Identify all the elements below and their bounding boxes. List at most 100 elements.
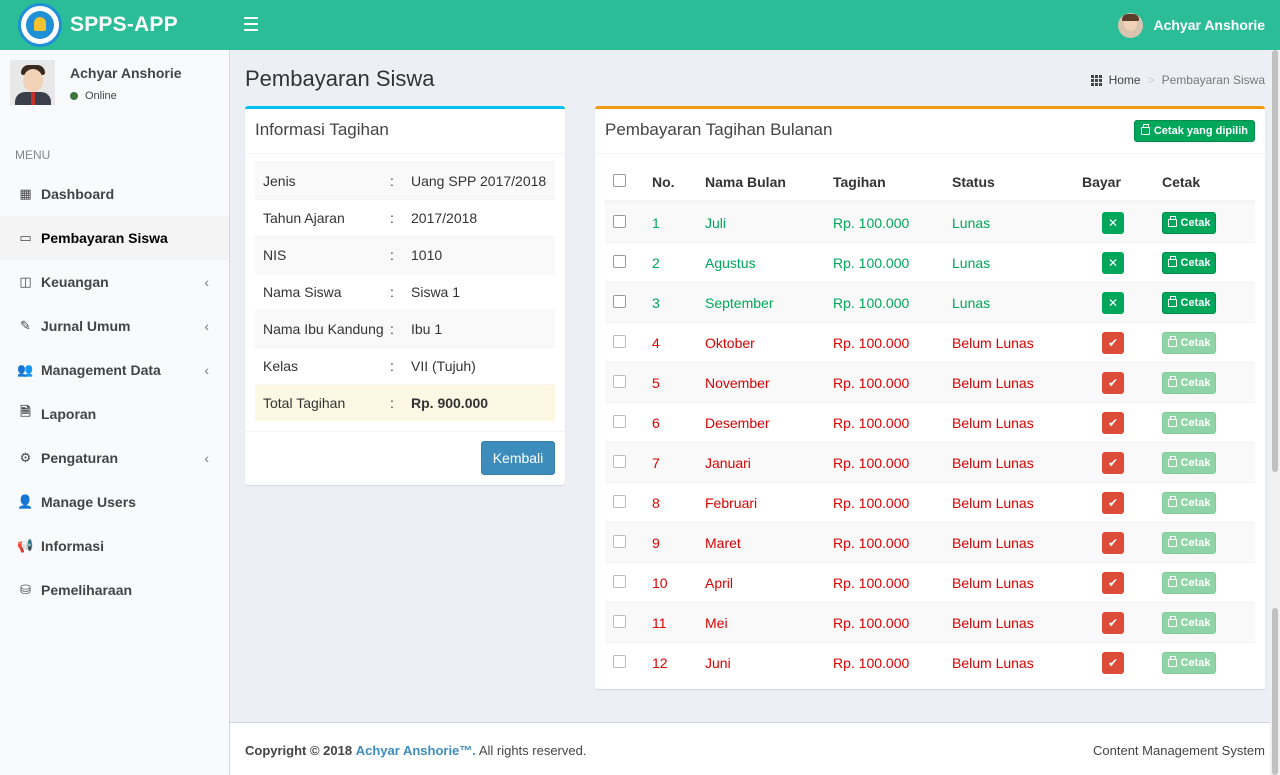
print-button[interactable]: Cetak (1162, 531, 1216, 554)
back-button[interactable]: Kembali (481, 441, 555, 475)
table-row: 4 Oktober Rp. 100.000 Belum Lunas ✔ Cetak (605, 322, 1255, 362)
row-no: 4 (652, 334, 660, 351)
sidebar-item-management-data[interactable]: 👥 Management Data ‹ (0, 348, 229, 392)
print-label: Cetak (1180, 536, 1211, 549)
table-row: Total Tagihan: Rp. 900.000 (255, 384, 555, 421)
row-checkbox[interactable] (613, 614, 626, 628)
select-all-checkbox[interactable] (613, 174, 626, 187)
print-button[interactable]: Cetak (1162, 411, 1216, 434)
table-row: 12 Juni Rp. 100.000 Belum Lunas ✔ Cetak (605, 642, 1255, 682)
tut-wuri-emblem-icon (18, 3, 62, 47)
info-colon: : (390, 247, 394, 263)
row-checkbox[interactable] (613, 374, 626, 388)
print-label: Cetak (1180, 256, 1211, 269)
sidebar-item-label: Laporan (41, 406, 97, 422)
cancel-payment-button[interactable]: ✕ (1102, 251, 1124, 274)
sidebar-item-dashboard[interactable]: ▦ Dashboard (0, 172, 229, 216)
row-checkbox[interactable] (613, 574, 626, 588)
table-row: Kelas: VII (Tujuh) (255, 347, 555, 384)
pay-button[interactable]: ✔ (1102, 411, 1124, 434)
sidebar-item-jurnal-umum[interactable]: ✎ Jurnal Umum ‹ (0, 304, 229, 348)
table-row: 8 Februari Rp. 100.000 Belum Lunas ✔ Cetak (605, 482, 1255, 522)
info-label: Total Tagihan (263, 395, 346, 411)
info-label: Nama Siswa (263, 284, 342, 300)
row-checkbox[interactable] (613, 334, 626, 348)
print-button[interactable]: Cetak (1162, 491, 1216, 514)
avatar (1118, 12, 1144, 38)
sidebar-item-informasi[interactable]: 📢 Informasi (0, 524, 229, 568)
pay-button[interactable]: ✔ (1102, 611, 1124, 634)
row-no: 8 (652, 494, 660, 511)
print-button[interactable]: Cetak (1162, 371, 1216, 394)
avatar (10, 60, 55, 105)
table-row: 6 Desember Rp. 100.000 Belum Lunas ✔ Cetak (605, 402, 1255, 442)
print-button[interactable]: Cetak (1162, 451, 1216, 474)
breadcrumb: Home > Pembayaran Siswa (1090, 73, 1265, 87)
table-header: No. Nama Bulan Tagihan Status Bayar Ceta… (605, 164, 1255, 202)
print-selected-button[interactable]: Cetak yang dipilih (1133, 120, 1255, 142)
sidebar-item-laporan[interactable]: 🗎 Laporan (0, 392, 229, 436)
sidebar-item-keuangan[interactable]: ◫ Keuangan ‹ (0, 260, 229, 304)
print-button[interactable]: Cetak (1162, 211, 1216, 234)
printer-icon (1167, 295, 1177, 307)
print-label: Cetak (1180, 616, 1211, 629)
sidebar-toggle-icon[interactable] (244, 17, 258, 31)
pay-button[interactable]: ✔ (1102, 331, 1124, 354)
app-logo[interactable]: SPPS-APP (0, 0, 230, 50)
row-status: Lunas (952, 254, 991, 271)
scrollbar[interactable] (1270, 50, 1280, 775)
info-label: Nama Ibu Kandung (263, 321, 384, 337)
rights-text: All rights reserved. (478, 743, 587, 758)
dashboard-icon (1090, 74, 1102, 86)
info-box-title: Informasi Tagihan (255, 120, 389, 139)
row-checkbox[interactable] (613, 294, 626, 308)
payment-box: Pembayaran Tagihan Bulanan Cetak yang di… (595, 106, 1265, 689)
row-bulan: Januari (705, 454, 751, 471)
row-checkbox[interactable] (613, 494, 626, 508)
status-text: Online (85, 90, 117, 102)
header-status: Status (952, 174, 995, 190)
pay-button[interactable]: ✔ (1102, 571, 1124, 594)
table-row: Tahun Ajaran: 2017/2018 (255, 199, 555, 236)
row-checkbox[interactable] (613, 654, 626, 668)
print-button[interactable]: Cetak (1162, 611, 1216, 634)
breadcrumb-home[interactable]: Home (1108, 73, 1141, 87)
cancel-payment-button[interactable]: ✕ (1102, 291, 1124, 314)
pay-button[interactable]: ✔ (1102, 371, 1124, 394)
row-bulan: Maret (705, 534, 741, 551)
row-checkbox[interactable] (613, 534, 626, 548)
table-row: 9 Maret Rp. 100.000 Belum Lunas ✔ Cetak (605, 522, 1255, 562)
print-selected-label: Cetak yang dipilih (1153, 125, 1248, 137)
check-icon: ✔ (1107, 655, 1119, 670)
table-row: 5 November Rp. 100.000 Belum Lunas ✔ Cetak (605, 362, 1255, 402)
sidebar-item-manage-users[interactable]: 👤 Manage Users (0, 480, 229, 524)
print-button[interactable]: Cetak (1162, 571, 1216, 594)
row-no: 12 (652, 654, 668, 671)
users-icon: 👥 (17, 362, 34, 377)
sidebar-item-pemeliharaan[interactable]: ⛁ Pemeliharaan (0, 568, 229, 612)
print-button[interactable]: Cetak (1162, 291, 1216, 314)
cancel-payment-button[interactable]: ✕ (1102, 211, 1124, 234)
author-link[interactable]: Achyar Anshorie™. (355, 743, 476, 758)
user-menu[interactable]: Achyar Anshorie (1118, 0, 1265, 50)
row-checkbox[interactable] (613, 414, 626, 428)
row-checkbox[interactable] (613, 214, 626, 228)
check-icon: ✔ (1107, 615, 1119, 630)
pay-button[interactable]: ✔ (1102, 651, 1124, 674)
pay-button[interactable]: ✔ (1102, 531, 1124, 554)
row-bulan: November (705, 374, 770, 391)
sidebar-item-pengaturan[interactable]: ⚙ Pengaturan ‹ (0, 436, 229, 480)
print-button[interactable]: Cetak (1162, 331, 1216, 354)
print-button[interactable]: Cetak (1162, 651, 1216, 674)
sidebar-item-pembayaran-siswa[interactable]: ▭ Pembayaran Siswa (0, 216, 229, 260)
pay-button[interactable]: ✔ (1102, 451, 1124, 474)
pay-button[interactable]: ✔ (1102, 491, 1124, 514)
print-label: Cetak (1180, 336, 1211, 349)
print-label: Cetak (1180, 656, 1211, 669)
print-button[interactable]: Cetak (1162, 251, 1216, 274)
table-row: 2 Agustus Rp. 100.000 Lunas ✕ Cetak (605, 242, 1255, 282)
sidebar-item-label: Pembayaran Siswa (41, 230, 168, 246)
row-checkbox[interactable] (613, 254, 626, 268)
grid-icon: ▦ (19, 186, 32, 201)
row-checkbox[interactable] (613, 454, 626, 468)
